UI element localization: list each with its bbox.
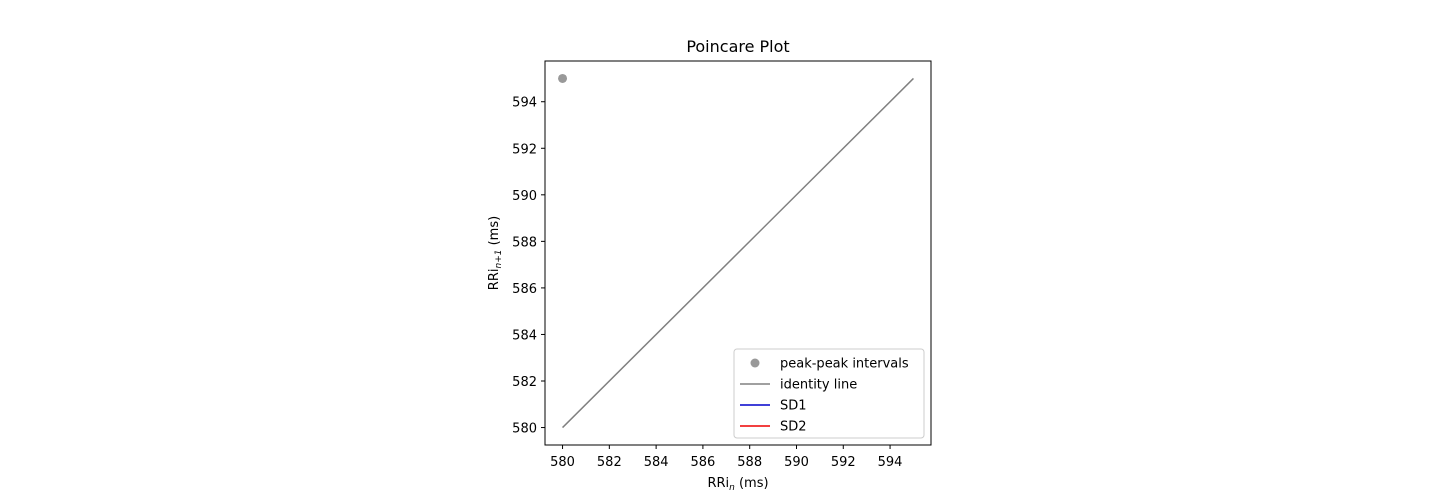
y-tick-label: 590	[512, 189, 537, 204]
x-axis-label: RRin (ms)	[707, 476, 768, 493]
y-tick-label: 586	[512, 282, 537, 297]
y-axis-ticks: 580 582 584 586 588 590 592 594	[512, 96, 545, 437]
y-tick-label: 594	[512, 96, 537, 111]
y-tick-label: 584	[512, 328, 537, 343]
x-tick-label: 580	[550, 455, 575, 470]
x-tick-label: 588	[737, 455, 762, 470]
x-tick-label: 592	[831, 455, 856, 470]
x-tick-label: 590	[784, 455, 809, 470]
y-axis-label: RRin+1 (ms)	[487, 216, 504, 290]
y-tick-label: 588	[512, 235, 537, 250]
legend-label: peak-peak intervals	[780, 357, 909, 372]
x-tick-label: 586	[690, 455, 715, 470]
x-tick-label: 584	[644, 455, 669, 470]
data-point	[558, 73, 568, 83]
x-axis-ticks: 580 582 584 586 588 590 592 594	[550, 445, 902, 470]
legend-label: identity line	[780, 378, 857, 393]
legend: peak-peak intervals identity line SD1 SD2	[733, 348, 925, 439]
plot-frame	[544, 60, 932, 446]
legend-marker	[750, 358, 760, 368]
y-tick-label: 582	[512, 375, 537, 390]
y-tick-label: 580	[512, 422, 537, 437]
x-tick-label: 582	[597, 455, 622, 470]
identity-line	[562, 77, 914, 429]
y-tick-label: 592	[512, 142, 537, 157]
legend-label: SD1	[780, 399, 807, 414]
chart-title: Poincare Plot	[686, 37, 789, 56]
legend-box	[733, 348, 925, 439]
legend-label: SD2	[780, 420, 807, 435]
x-tick-label: 594	[878, 455, 903, 470]
plot-area	[558, 73, 914, 429]
